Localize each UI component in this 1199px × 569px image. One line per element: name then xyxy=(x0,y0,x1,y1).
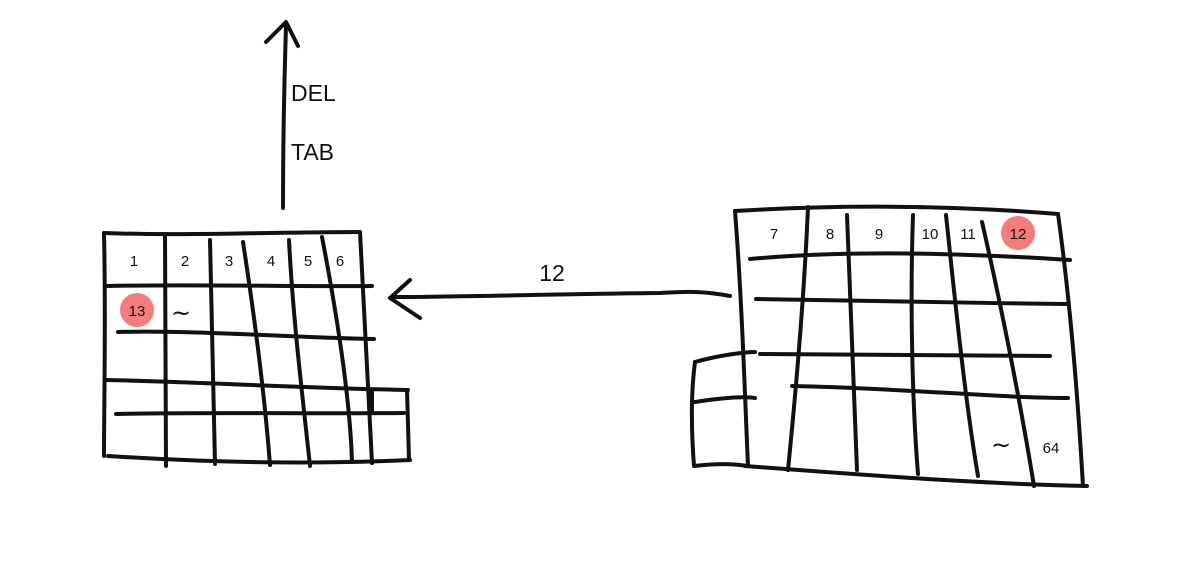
connector-arrow: 12 xyxy=(390,260,730,318)
right-tilde: ~ xyxy=(991,431,1011,459)
up-arrow-shaft xyxy=(283,26,286,208)
right-grid: 7 8 9 10 11 12 ~ 64 xyxy=(692,207,1087,486)
right-key-9: 9 xyxy=(875,226,883,243)
right-key-64: 64 xyxy=(1043,440,1060,457)
right-key-7: 7 xyxy=(770,226,778,243)
right-key-12: 12 xyxy=(1010,226,1027,243)
left-key-3: 3 xyxy=(225,253,233,270)
left-key-1: 1 xyxy=(130,253,138,270)
left-key-4: 4 xyxy=(267,253,275,270)
left-grid: 1 2 3 4 5 6 13 ~ xyxy=(104,232,410,466)
left-key-5: 5 xyxy=(304,253,312,270)
connector-arrow-head xyxy=(390,280,420,318)
up-arrow: DEL TAB xyxy=(266,22,336,208)
right-key-8: 8 xyxy=(826,226,834,243)
tab-label: TAB xyxy=(291,139,334,165)
connector-label: 12 xyxy=(539,260,565,286)
up-arrow-head xyxy=(266,22,298,46)
del-label: DEL xyxy=(291,80,336,106)
left-key-13: 13 xyxy=(129,303,146,320)
right-key-10: 10 xyxy=(922,226,939,243)
right-key-11: 11 xyxy=(960,226,976,243)
left-tilde: ~ xyxy=(171,299,191,327)
connector-arrow-shaft xyxy=(392,292,730,297)
left-key-6: 6 xyxy=(336,253,344,270)
left-key-2: 2 xyxy=(181,253,189,270)
